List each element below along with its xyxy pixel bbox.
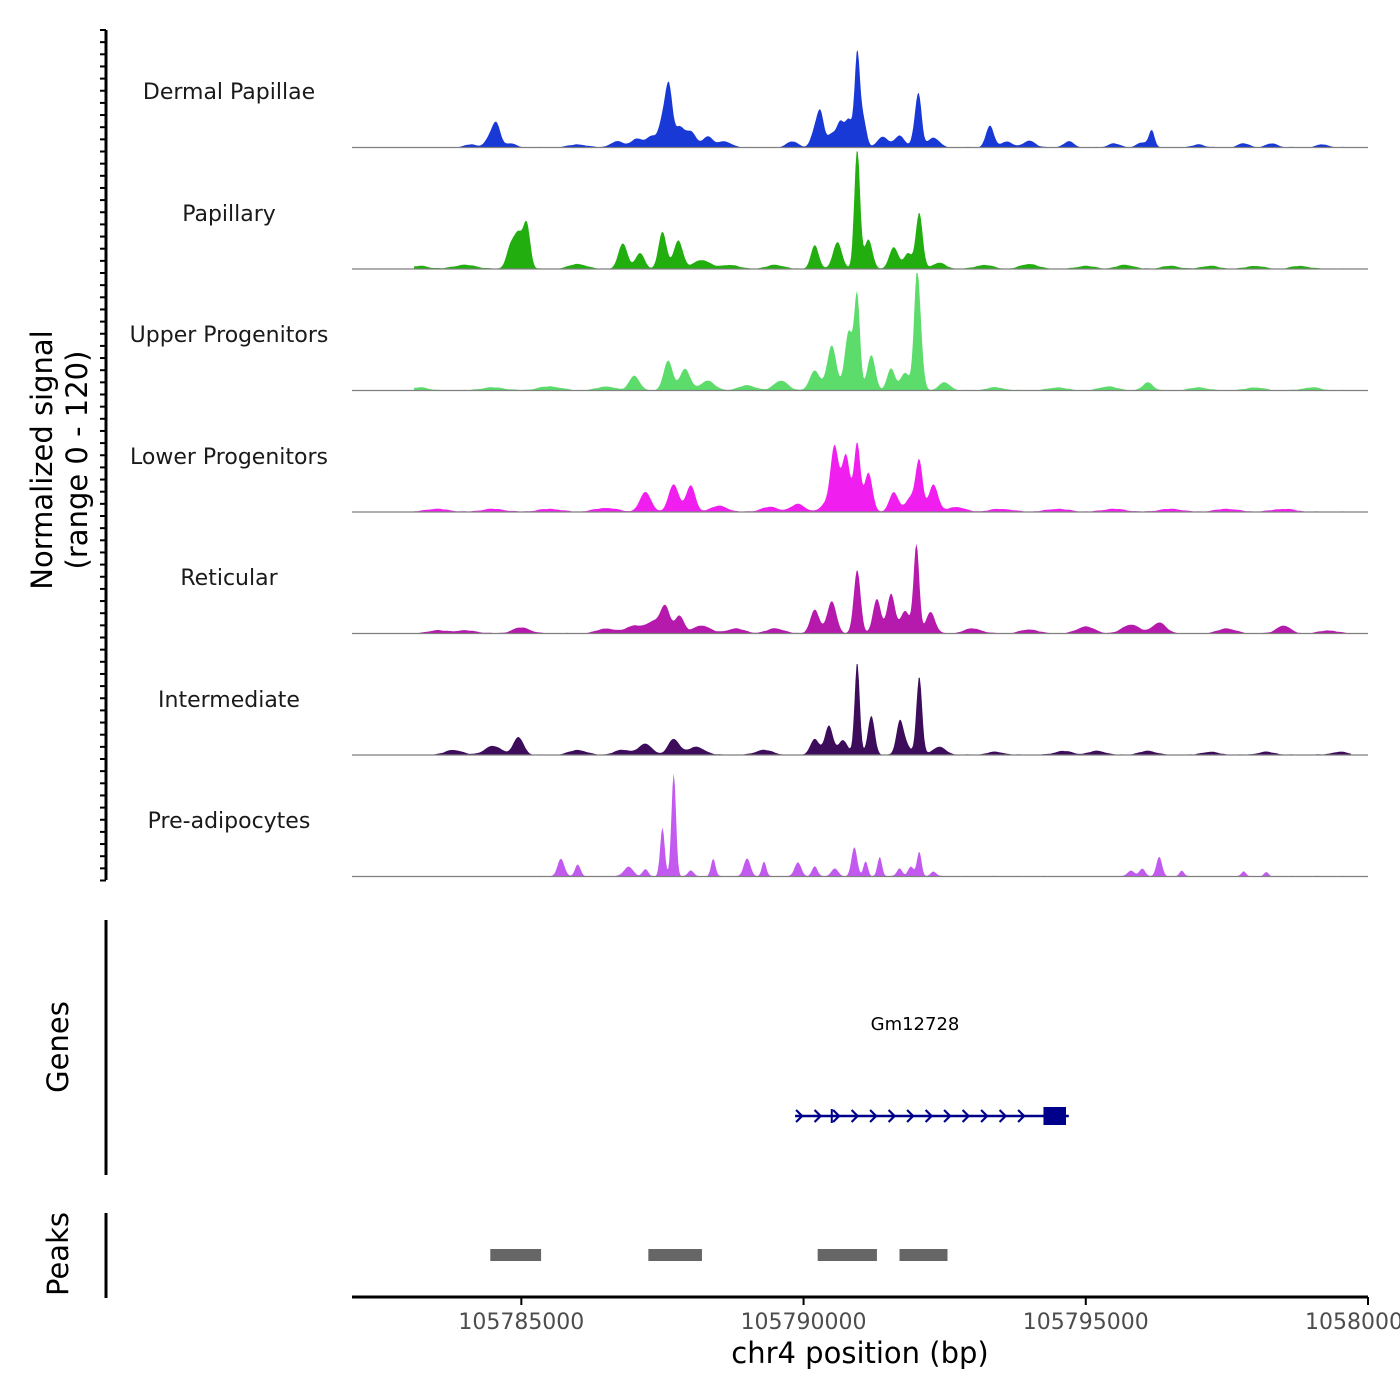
peak-region-0 <box>490 1249 542 1261</box>
x-tick-label: 105785000 <box>458 1310 584 1335</box>
gene-strand-arrow <box>1017 1109 1026 1123</box>
coverage-axis-title: Normalized signal (range 0 - 120) <box>25 330 94 589</box>
track-label-dermal-papillae: Dermal Papillae <box>143 80 315 105</box>
coverage-track-4 <box>352 543 1368 635</box>
coverage-track-6 <box>352 773 1368 878</box>
coverage-track-1 <box>352 151 1368 270</box>
gene-strand-arrow <box>887 1109 897 1123</box>
x-axis-ticks: 105785000 105790000 105795000 105800000 <box>458 1297 1400 1335</box>
track-label-upper-progenitors: Upper Progenitors <box>130 323 329 348</box>
coverage-track-2 <box>352 273 1368 392</box>
coverage-track-5 <box>352 664 1368 756</box>
gene-strand-arrow <box>869 1109 878 1123</box>
track-label-intermediate: Intermediate <box>158 688 300 713</box>
peaks-axis-title: Peaks <box>41 1212 75 1296</box>
peak-region-3 <box>899 1249 948 1261</box>
peak-region-2 <box>817 1249 877 1261</box>
coverage-area-5 <box>414 664 1352 755</box>
coverage-area-0 <box>414 50 1352 148</box>
genes-axis-title: Genes <box>41 1001 75 1093</box>
peak-regions <box>490 1249 948 1261</box>
gene-strand-arrow <box>943 1109 952 1123</box>
coverage-area-4 <box>414 543 1352 634</box>
coverage-track-0 <box>352 50 1368 149</box>
x-tick-label: 105800000 <box>1305 1310 1400 1335</box>
gene-strand-arrow <box>961 1109 971 1123</box>
track-label-reticular: Reticular <box>180 566 278 591</box>
coverage-area-6 <box>414 773 1352 877</box>
track-label-lower-progenitors: Lower Progenitors <box>130 445 328 470</box>
coverage-area-3 <box>414 442 1352 512</box>
gene-strand-arrow <box>924 1109 934 1123</box>
gene-label: Gm12728 <box>871 1014 960 1035</box>
coverage-tracks <box>352 50 1368 878</box>
gene-strand-arrow <box>832 1109 841 1123</box>
coverage-axis-title-line2: (range 0 - 120) <box>60 351 94 570</box>
gene-strand-arrow <box>980 1109 989 1123</box>
gene-strand-arrow <box>813 1109 823 1123</box>
gene-strand-arrow <box>850 1109 860 1123</box>
coverage-track-3 <box>352 442 1368 513</box>
gene-exon-block <box>1043 1107 1067 1125</box>
coverage-y-ticks <box>100 29 106 882</box>
peak-region-1 <box>648 1249 702 1261</box>
track-label-papillary: Papillary <box>182 202 276 227</box>
x-axis-title: chr4 position (bp) <box>731 1336 988 1370</box>
gene-strand-arrow <box>795 1109 804 1123</box>
gene-model <box>795 1107 1069 1125</box>
track-label-pre-adipocytes: Pre-adipocytes <box>148 809 311 834</box>
track-labels: Dermal Papillae Papillary Upper Progenit… <box>130 80 329 834</box>
x-tick-label: 105795000 <box>1023 1310 1149 1335</box>
gene-strand-arrow <box>998 1109 1008 1123</box>
x-tick-label: 105790000 <box>741 1310 867 1335</box>
coverage-area-1 <box>414 151 1352 269</box>
coverage-axis-title-line1: Normalized signal <box>25 330 59 589</box>
gene-strand-arrow <box>906 1109 915 1123</box>
coverage-area-2 <box>414 273 1352 391</box>
